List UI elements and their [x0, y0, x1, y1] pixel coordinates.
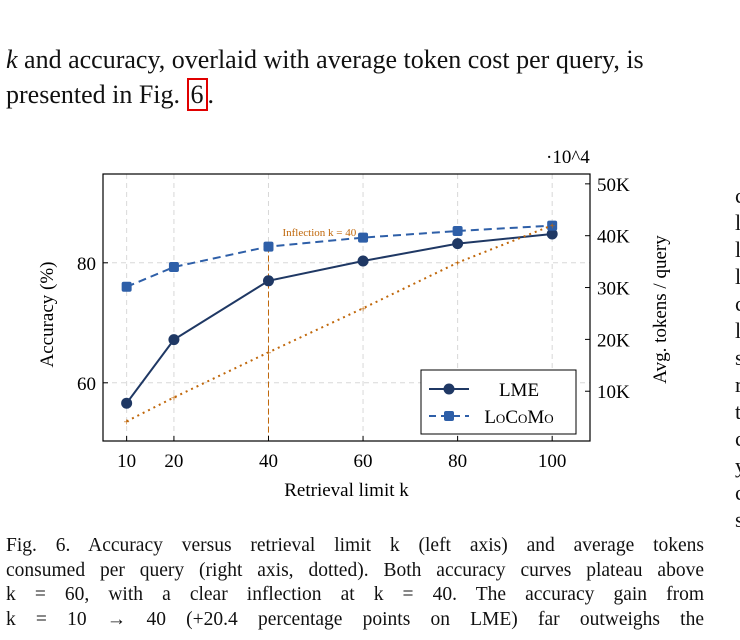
x-tick-label: 60	[354, 451, 373, 472]
y2-tick-label: 30K	[597, 279, 630, 300]
data-point-marker: +	[124, 416, 130, 428]
body-paragraph: k and accuracy, overlaid with average to…	[6, 42, 706, 112]
data-point-marker	[121, 281, 132, 292]
caption-line: consumed per query (right axis, dotted).…	[6, 559, 704, 581]
y2-tick-label: 10K	[597, 382, 630, 403]
data-point-marker	[168, 262, 179, 272]
x-tick-label: 80	[448, 451, 467, 472]
x-tick-label: 40	[259, 451, 278, 472]
legend-label: LME	[499, 380, 539, 401]
right-column-fragment: l	[735, 210, 740, 235]
legend-marker	[443, 383, 455, 395]
y2-axis-label: Avg. tokens / query	[650, 235, 671, 384]
plot-frame	[102, 173, 591, 442]
period: .	[207, 80, 215, 109]
right-column-fragment: l	[735, 318, 740, 343]
legend-marker	[444, 411, 454, 421]
right-column-fragment: t	[735, 399, 740, 424]
x-axis-label: Retrieval limit k	[284, 480, 409, 501]
series-line-lme	[125, 233, 553, 404]
right-column-text: clllclsrtcycs	[735, 182, 740, 533]
right-column-fragment: s	[735, 345, 740, 370]
data-point-marker: +	[455, 258, 461, 270]
right-column-fragment: c	[735, 291, 740, 316]
x-tick-label: 20	[164, 451, 183, 472]
right-column-fragment: c	[735, 183, 740, 208]
body-line-1: and accuracy, overlaid with average toke…	[17, 45, 644, 74]
y2-tick-label: 20K	[597, 330, 630, 351]
inflection-annotation: Inflection k = 40	[282, 227, 356, 239]
data-point-marker	[452, 238, 464, 250]
right-column-fragment: c	[735, 480, 740, 505]
figure-reference-link[interactable]: 6	[186, 78, 208, 111]
data-point-marker: +	[360, 303, 366, 315]
variable-k: k	[6, 45, 18, 74]
y-tick-label: 80	[77, 254, 96, 275]
y2-tick-label: 50K	[597, 175, 630, 196]
right-column-fragment: c	[735, 426, 740, 451]
series-line-locomo	[126, 224, 553, 288]
y-axis-label: Accuracy (%)	[37, 261, 58, 367]
data-point-marker	[357, 255, 369, 267]
legend-label: LoCoMo	[484, 407, 553, 428]
y2-multiplier-label: ·10^4	[546, 147, 590, 168]
right-column-fragment: l	[735, 264, 740, 289]
x-tick-label: 10	[117, 451, 136, 472]
legend-box	[420, 369, 577, 435]
body-line-2: presented in Fig.	[6, 80, 187, 109]
data-point-marker: +	[549, 220, 555, 232]
x-tick-label: 100	[538, 451, 567, 472]
data-point-marker	[358, 232, 369, 243]
data-point-marker	[168, 334, 180, 346]
data-point-marker	[262, 275, 274, 287]
data-point-marker	[121, 397, 133, 409]
caption-line: k = 60, with a clear inflection at k = 4…	[6, 584, 704, 605]
data-point-marker	[452, 226, 463, 236]
right-column-fragment: r	[735, 372, 740, 397]
data-point-marker: +	[171, 392, 177, 404]
y-tick-label: 60	[77, 374, 96, 395]
caption-line: k = 10 → 40 (+20.4 percentage points on …	[6, 608, 704, 630]
data-point-marker	[546, 228, 558, 240]
right-column-fragment: l	[735, 237, 740, 262]
data-point-marker	[263, 241, 274, 252]
y2-tick-label: 40K	[597, 227, 630, 248]
figure-caption: Fig. 6. Accuracy versus retrieval limit …	[6, 534, 704, 632]
right-column-fragment: y	[735, 452, 740, 479]
caption-line: Fig. 6. Accuracy versus retrieval limit …	[6, 535, 704, 556]
data-point-marker: +	[265, 347, 271, 359]
right-column-fragment: s	[735, 507, 740, 532]
